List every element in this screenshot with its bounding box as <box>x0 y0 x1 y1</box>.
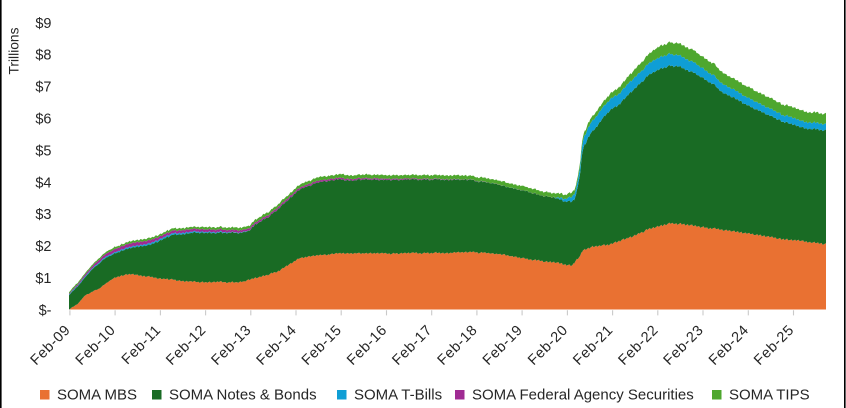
svg-text:$2: $2 <box>35 239 51 255</box>
svg-text:SOMA Federal Agency Securities: SOMA Federal Agency Securities <box>472 387 694 404</box>
svg-text:$9: $9 <box>35 16 51 32</box>
svg-text:$4: $4 <box>35 175 51 191</box>
svg-text:Trillions: Trillions <box>7 27 22 74</box>
svg-text:$3: $3 <box>35 207 51 223</box>
svg-text:SOMA TIPS: SOMA TIPS <box>729 387 810 404</box>
svg-text:$5: $5 <box>35 143 51 159</box>
svg-text:SOMA MBS: SOMA MBS <box>57 387 137 404</box>
svg-text:SOMA T-Bills: SOMA T-Bills <box>354 387 442 404</box>
svg-text:$-: $- <box>39 303 52 319</box>
svg-text:SOMA Notes & Bonds: SOMA Notes & Bonds <box>169 387 317 404</box>
svg-text:$1: $1 <box>35 271 51 287</box>
svg-text:$7: $7 <box>35 80 51 96</box>
svg-text:$6: $6 <box>35 112 51 128</box>
svg-text:$8: $8 <box>35 48 51 64</box>
